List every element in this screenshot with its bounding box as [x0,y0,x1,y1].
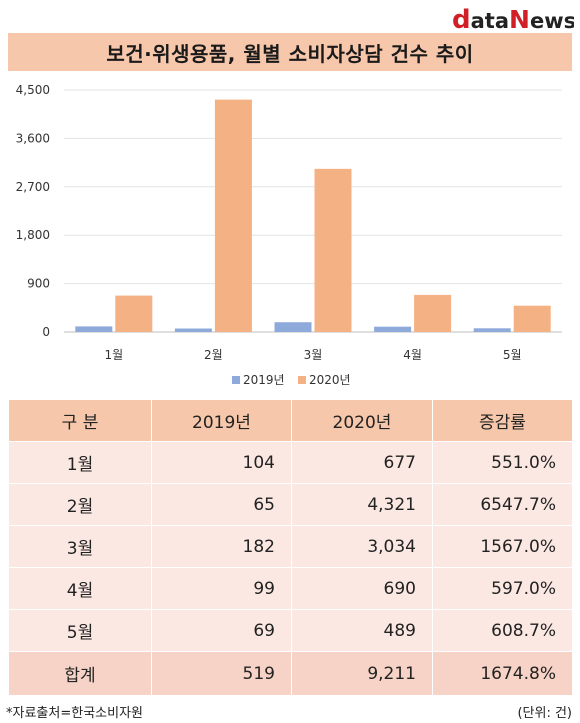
bar-2020년 [314,168,352,332]
cell-month: 2월 [8,483,152,526]
cell-total-2020: 9,211 [291,651,433,696]
header-2020: 2020년 [291,399,433,442]
bar-chart: 0 900 1,800 2,700 3,600 4,500 1월 2월 3월 4월 5월 2019년 2… [16,83,562,387]
legend-label: 2020년 [309,373,351,387]
table-header-row: 구 분 2019년 2020년 증감률 [8,399,573,442]
logo-letters-ata: ata [471,9,509,32]
x-tick-label: 5월 [503,348,522,362]
bar-2019년 [274,322,312,332]
y-tick-label: 4,500 [16,83,50,97]
logo-letter-d: d [452,5,471,32]
cell-month: 1월 [8,441,152,484]
table-row: 3월 182 3,034 1567.0% [8,525,573,568]
cell-2020: 4,321 [291,483,433,526]
bar-2020년 [214,99,252,332]
logo-letters-ews: ews [530,9,574,32]
x-tick-label: 3월 [304,348,323,362]
cell-2020: 3,034 [291,525,433,568]
logo-letter-n: N [509,5,530,32]
cell-rate: 551.0% [432,441,573,484]
cell-total-label: 합계 [8,651,152,696]
bar-2020년 [414,294,452,332]
cell-month: 5월 [8,609,152,652]
unit-note: (단위: 건) [517,706,572,721]
cell-2020: 677 [291,441,433,484]
bar-2019년 [174,328,212,332]
title-banner: 보건·위생용품, 월별 소비자상담 건수 추이 [8,33,572,71]
data-table: 구 분 2019년 2020년 증감률 1월 104 677 551.0% 2월… [8,399,573,696]
source-note: *자료출처=한국소비자원 [6,706,143,721]
cell-rate: 1567.0% [432,525,573,568]
cell-2019: 182 [151,525,292,568]
cell-2019: 69 [151,609,292,652]
svg-text:dataNews: dataNews [452,5,574,32]
cell-2019: 99 [151,567,292,610]
cell-month: 3월 [8,525,152,568]
y-tick-label: 3,600 [16,131,50,145]
legend-label: 2019년 [243,373,285,387]
bar-2019년 [473,328,511,332]
y-tick-label: 1,800 [16,228,50,242]
header-2019: 2019년 [151,399,292,442]
cell-2020: 489 [291,609,433,652]
y-tick-label: 2,700 [16,180,50,194]
legend-swatch [298,376,306,384]
cell-rate: 597.0% [432,567,573,610]
table-row: 2월 65 4,321 6547.7% [8,483,573,526]
table-row: 4월 99 690 597.0% [8,567,573,610]
header-category: 구 분 [8,399,152,442]
cell-total-2019: 519 [151,651,292,696]
legend-swatch [232,376,240,384]
x-tick-label: 1월 [104,348,123,362]
cell-2020: 690 [291,567,433,610]
cell-rate: 608.7% [432,609,573,652]
cell-total-rate: 1674.8% [432,651,573,696]
x-tick-label: 4월 [403,348,422,362]
table-row: 1월 104 677 551.0% [8,441,573,484]
cell-2019: 65 [151,483,292,526]
x-tick-label: 2월 [204,348,223,362]
cell-month: 4월 [8,567,152,610]
chart-title: 보건·위생용품, 월별 소비자상담 건수 추이 [106,41,474,66]
table-row: 5월 69 489 608.7% [8,609,573,652]
bar-2020년 [513,305,551,332]
table-total-row: 합계 519 9,211 1674.8% [8,651,573,696]
bar-2019년 [374,326,412,332]
cell-rate: 6547.7% [432,483,573,526]
y-tick-label: 900 [27,277,50,291]
bar-2019년 [75,326,113,332]
header-change-rate: 증감률 [432,399,573,442]
y-tick-label: 0 [42,325,50,339]
cell-2019: 104 [151,441,292,484]
datanews-logo: dataNews [452,5,574,32]
bar-2020년 [115,295,153,332]
